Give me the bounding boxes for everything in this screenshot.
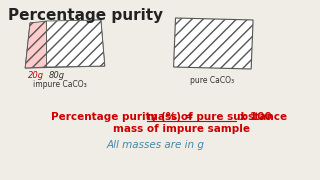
Text: Percentage purity: Percentage purity [8,8,163,23]
Text: 20g: 20g [28,71,44,80]
Polygon shape [173,18,253,69]
Text: 80g: 80g [49,71,65,80]
Polygon shape [25,20,105,68]
Text: All masses are in g: All masses are in g [106,140,204,150]
Text: x 100: x 100 [236,112,271,122]
Text: pure CaCO₃: pure CaCO₃ [190,76,235,85]
Polygon shape [46,20,105,67]
Text: impure CaCO₃: impure CaCO₃ [33,80,87,89]
Text: Percentage purity (%) =: Percentage purity (%) = [51,112,196,122]
Text: mass of impure sample: mass of impure sample [113,124,250,134]
Text: mass of pure substance: mass of pure substance [147,112,287,122]
Polygon shape [25,21,46,68]
